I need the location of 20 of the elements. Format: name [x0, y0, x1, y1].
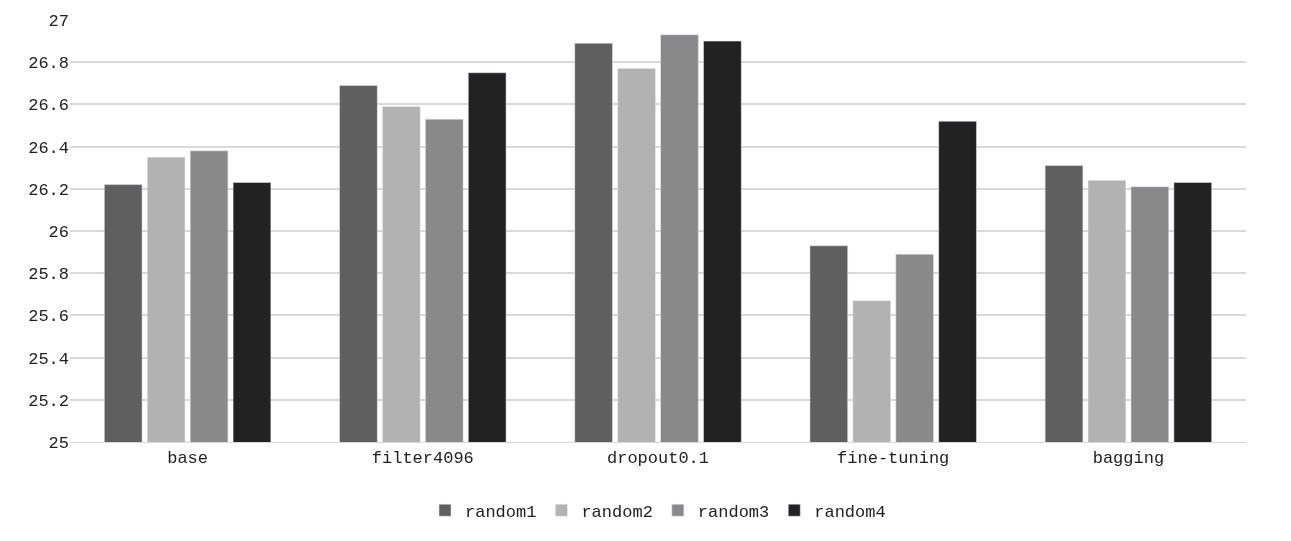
legend-label: random3: [697, 502, 770, 522]
y-tick-label: 25.2: [28, 391, 69, 411]
y-tick-label: 26.2: [28, 180, 69, 200]
x-tick-label: bagging: [1092, 449, 1165, 469]
x-tick-label: filter4096: [371, 449, 474, 469]
y-tick-label: 25: [48, 433, 69, 453]
legend-label: random2: [581, 502, 653, 522]
y-tick-label: 27: [48, 11, 69, 31]
x-tick-label: base: [167, 449, 209, 469]
y-tick-label: 25.4: [28, 349, 69, 369]
y-tick-label: 25.6: [28, 307, 69, 327]
y-tick-label: 26.4: [28, 138, 69, 158]
x-tick-label: fine-tuning: [837, 449, 950, 469]
legend-label: random4: [814, 502, 886, 522]
y-tick-label: 26.8: [28, 54, 69, 74]
legend-label: random1: [465, 502, 537, 522]
y-tick-label: 26.6: [28, 96, 69, 116]
y-tick-label: 25.8: [28, 265, 69, 285]
y-tick-label: 26: [48, 222, 69, 242]
x-tick-label: dropout0.1: [606, 449, 710, 469]
